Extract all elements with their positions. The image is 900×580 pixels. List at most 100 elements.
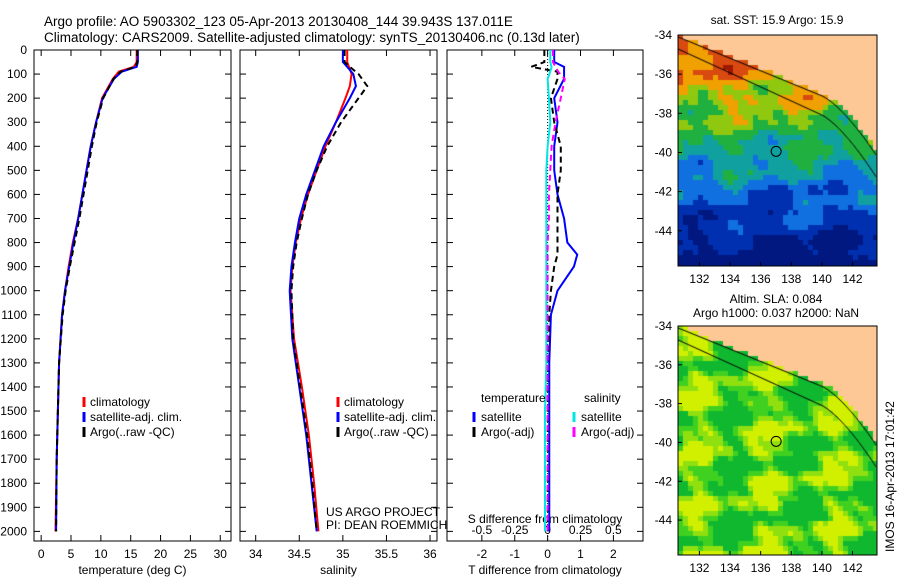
map-x-tick-label: 134 — [720, 561, 740, 575]
y-tick-label: 1900 — [0, 500, 27, 514]
map-x-tick-label: 138 — [781, 272, 801, 286]
legend-label: Argo(-adj) — [581, 425, 634, 439]
series-line-salinity-2 — [290, 50, 369, 532]
sst-map-title: sat. SST: 15.9 Argo: 15.9 — [711, 13, 844, 27]
y-tick-label: 1200 — [0, 332, 27, 346]
sla-map-image — [678, 326, 877, 555]
y-tick-label: 200 — [7, 91, 27, 105]
x-tick-label: 36 — [423, 547, 437, 561]
y-tick-label: 400 — [7, 139, 27, 153]
x-tick-label: 35.5 — [375, 547, 399, 561]
map-x-tick-label: 136 — [751, 561, 771, 575]
series-line-temperature-2 — [55, 50, 139, 532]
legend-label: satellite — [581, 410, 622, 424]
s-tick-label: 0.5 — [605, 523, 622, 537]
legend-label: satellite-adj. clim. — [344, 410, 436, 424]
legend-label: Argo(..raw -QC) — [90, 425, 175, 439]
map-y-tick-label: -36 — [655, 358, 673, 372]
legend-header: salinity — [584, 391, 621, 405]
y-tick-label: 1400 — [0, 380, 27, 394]
legend-label: satellite — [481, 410, 522, 424]
map-x-tick-label: 134 — [720, 272, 740, 286]
s-tick-label: -0.5 — [472, 523, 493, 537]
y-tick-label: 1000 — [0, 284, 27, 298]
map-x-tick-label: 140 — [812, 272, 832, 286]
legend-header: temperature — [481, 391, 546, 405]
map-y-tick-label: -42 — [655, 185, 673, 199]
x-tick-label: -2 — [477, 547, 488, 561]
series-line-diff-0 — [548, 50, 579, 532]
x-tick-label: 20 — [154, 547, 168, 561]
argo-position-marker — [770, 435, 782, 447]
map-x-tick-label: 138 — [781, 561, 801, 575]
map-x-tick-label: 132 — [689, 561, 709, 575]
map-x-tick-label: 142 — [842, 561, 862, 575]
x-tick-label: -1 — [509, 547, 520, 561]
x-tick-label: 10 — [94, 547, 108, 561]
x-axis-label: salinity — [320, 563, 357, 577]
map-y-tick-label: -40 — [655, 435, 673, 449]
y-tick-label: 1500 — [0, 404, 27, 418]
map-y-tick-label: -38 — [655, 106, 673, 120]
map-x-tick-label: 142 — [842, 272, 862, 286]
map-y-tick-label: -40 — [655, 145, 673, 159]
y-tick-label: 1700 — [0, 452, 27, 466]
map-y-tick-label: -36 — [655, 67, 673, 81]
y-tick-label: 600 — [7, 187, 27, 201]
map-y-tick-label: -34 — [655, 28, 673, 42]
x-tick-label: 5 — [68, 547, 75, 561]
legend-label: climatology — [344, 395, 404, 409]
map-y-tick-label: -42 — [655, 474, 673, 488]
y-tick-label: 300 — [7, 115, 27, 129]
legend-label: climatology — [90, 395, 150, 409]
y-tick-label: 1100 — [1, 308, 27, 322]
sla-map-subtitle: Argo h1000: 0.037 h2000: NaN — [693, 306, 859, 320]
y-tick-label: 1800 — [0, 476, 27, 490]
x-tick-label: 15 — [124, 547, 138, 561]
legend-label: Argo(..raw -QC) — [344, 425, 429, 439]
y-tick-label: 100 — [7, 67, 27, 81]
annotation-text: PI: DEAN ROEMMICH — [326, 518, 447, 532]
map-x-tick-label: 136 — [751, 272, 771, 286]
x-axis-label: temperature (deg C) — [78, 563, 186, 577]
sla-map-title: Altim. SLA: 0.084 — [730, 292, 823, 306]
series-line-diff-1 — [527, 50, 562, 532]
title-line-1: Argo profile: AO 5903302_123 05-Apr-2013… — [44, 14, 513, 29]
s-tick-label: 0.25 — [569, 523, 593, 537]
panel-frame-0 — [33, 49, 232, 542]
imos-watermark: IMOS 16-Apr-2013 17:01:42 — [883, 401, 897, 552]
map-x-tick-label: 140 — [812, 561, 832, 575]
map-y-tick-label: -44 — [655, 224, 673, 238]
x-tick-label: 1 — [577, 547, 584, 561]
map-frame — [677, 325, 878, 556]
title-line-2: Climatology: CARS2009. Satellite-adjuste… — [44, 30, 580, 45]
map-y-tick-label: -38 — [655, 397, 673, 411]
y-tick-label: 1600 — [0, 428, 27, 442]
y-tick-label: 2000 — [0, 524, 27, 538]
sst-map-image — [678, 35, 877, 266]
s-tick-label: -0.25 — [501, 523, 529, 537]
y-tick-label: 500 — [7, 163, 27, 177]
map-y-tick-label: -44 — [655, 513, 673, 527]
map-frame — [677, 34, 878, 267]
y-tick-label: 0 — [20, 43, 27, 57]
series-line-salinity-1 — [288, 50, 357, 532]
y-tick-label: 800 — [7, 236, 27, 250]
x-tick-label: 0 — [544, 547, 551, 561]
series-line-diff-3 — [546, 50, 566, 532]
x-tick-label: 30 — [214, 547, 228, 561]
map-x-tick-label: 132 — [689, 272, 709, 286]
x-tick-label: 34 — [249, 547, 263, 561]
y-tick-label: 1300 — [0, 356, 27, 370]
argo-position-marker — [770, 145, 782, 157]
annotation-text: US ARGO PROJECT — [326, 505, 441, 519]
x-tick-label: 2 — [610, 547, 617, 561]
x-tick-label: 35 — [336, 547, 350, 561]
series-line-diff-2 — [544, 50, 553, 532]
series-line-salinity-0 — [289, 50, 353, 532]
x-tick-label: 34.5 — [288, 547, 312, 561]
panel-frame-1 — [239, 49, 438, 542]
series-line-temperature-1 — [55, 50, 139, 532]
